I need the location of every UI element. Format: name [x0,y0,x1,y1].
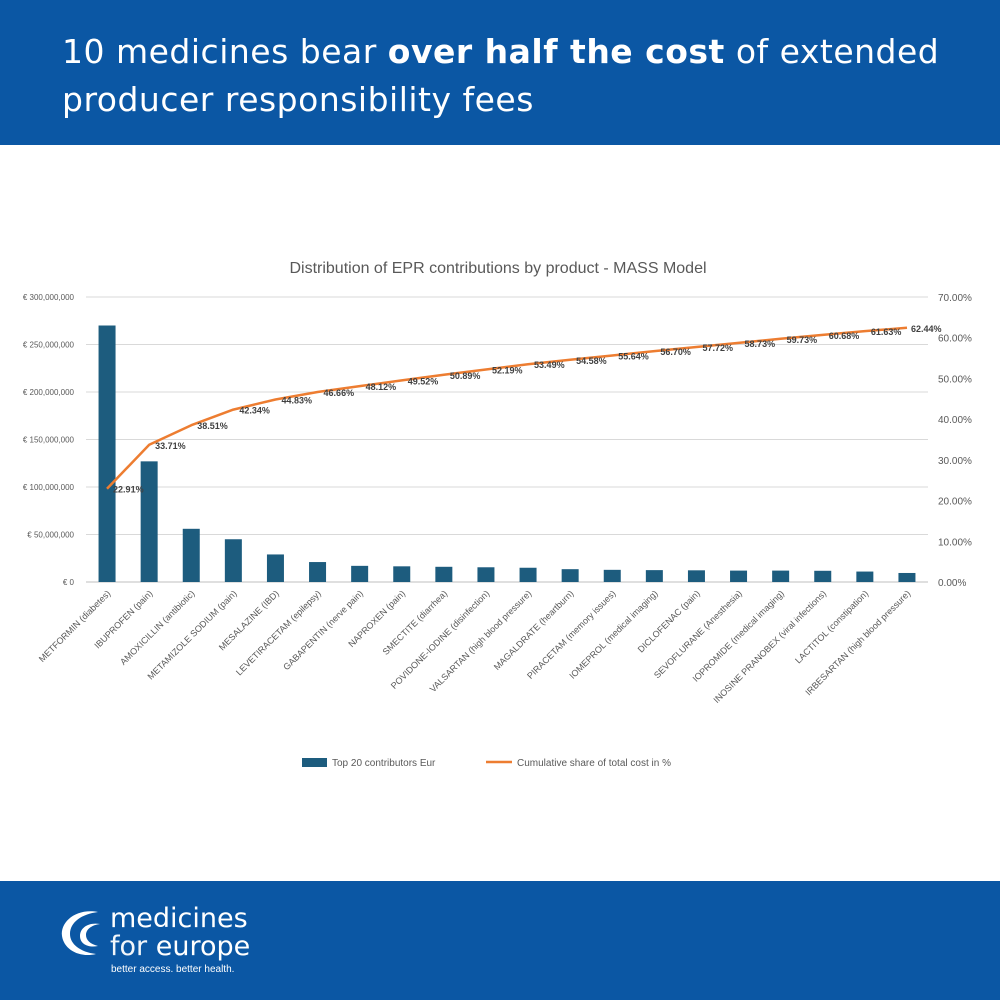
x-tick-label: SEVOFLURANE (Anesthesia) [652,588,744,680]
bar [182,528,200,582]
bar [435,566,453,582]
cumulative-data-label: 46.66% [324,388,355,398]
bar [730,570,748,582]
cumulative-data-label: 54.58% [576,356,607,366]
x-tick-label: METFORMIN (diabetes) [37,588,113,664]
cumulative-data-label: 50.89% [450,371,481,381]
bar [645,570,663,582]
y-right-tick-label: 60.00% [938,334,972,345]
cumulative-data-label: 22.91% [113,485,144,495]
x-axis-labels: METFORMIN (diabetes)IBUPROFEN (pain)AMOX… [37,588,913,705]
bar-series [98,325,916,582]
y-left-tick-label: € 200,000,000 [23,388,75,397]
cumulative-data-label: 56.70% [660,347,691,357]
cumulative-data-label: 61.63% [871,327,902,337]
cumulative-data-label: 33.71% [155,441,186,451]
x-tick-label: PIRACETAM (memory issues) [525,588,618,681]
y-left-tick-label: € 100,000,000 [23,483,75,492]
x-tick-label: AMOXICILLIN (antibiotic) [118,588,197,667]
y-right-tick-label: 20.00% [938,497,972,508]
cumulative-data-label: 52.19% [492,366,523,376]
y-axis-left: € 0 € 50,000,000 € 100,000,000 € 150,000,00… [23,293,75,587]
y-right-tick-label: 40.00% [938,415,972,426]
bar [898,572,916,582]
cumulative-data-label: 44.83% [281,395,312,405]
bar [519,567,537,582]
cumulative-data-label: 38.51% [197,421,228,431]
y-right-tick-label: 30.00% [938,456,972,467]
bar [140,461,158,582]
bar [477,567,495,582]
chart-container: Distribution of EPR contributions by pro… [0,145,1000,881]
legend-swatch-bars [302,758,327,767]
y-right-tick-label: 70.00% [938,293,972,304]
bar [266,554,284,582]
x-tick-label: METAMIZOLE SODIUM (pain) [146,588,239,681]
brand-tagline: better access. better health. [111,964,235,975]
legend-label-bars: Top 20 contributors Eur [332,758,436,769]
y-right-tick-label: 10.00% [938,537,972,548]
x-tick-label: IOMEPROL (medical imaging) [567,588,659,680]
headline-end: of extended producer responsibility fees [62,32,940,119]
x-tick-label: IOPROMIDE (medical imaging) [691,588,786,683]
bar [224,539,242,582]
y-right-tick-label: 50.00% [938,374,972,385]
x-tick-label: LACTITOL (constipation) [793,588,870,665]
bar [393,566,411,582]
cumulative-data-label: 48.12% [366,382,397,392]
brand-line-2-word: europe [155,931,251,962]
bar [603,569,621,582]
epr-chart: Distribution of EPR contributions by pro… [23,260,972,769]
headline-start: 10 medicines bear [62,32,388,71]
bar [772,570,790,582]
bar [98,325,116,582]
brand-line-2-prefix: for [110,931,156,962]
y-left-tick-label: € 0 [63,578,75,587]
headline-emphasis: over half the cost [387,32,725,71]
y-left-tick-label: € 50,000,000 [27,531,74,540]
cumulative-data-label: 59.73% [787,335,818,345]
medicines-for-europe-logo-icon [61,911,100,956]
cumulative-data-label: 62.44% [911,324,942,334]
cumulative-data-label: 57.72% [702,343,733,353]
bar [309,562,327,582]
x-tick-label: MAGALDRATE (heartburn) [492,588,576,672]
cumulative-data-label: 49.52% [408,376,439,386]
y-left-tick-label: € 300,000,000 [23,293,75,302]
y-right-tick-label: 0.00% [938,578,966,589]
cumulative-data-label: 58.73% [745,339,776,349]
brand-name: medicines for europe [110,905,250,961]
cumulative-line-series: 22.91% 33.71% 38.51% 42.34% 44.83% 46.66% 48.1… [106,324,942,495]
y-left-tick-label: € 250,000,000 [23,341,75,350]
cumulative-data-label: 42.34% [239,406,270,416]
chart-title: Distribution of EPR contributions by pro… [289,260,706,277]
footer-banner: medicines for europe better access. bett… [0,881,1000,1000]
cumulative-data-label: 55.64% [618,351,649,361]
bar [687,570,705,582]
legend-label-line: Cumulative share of total cost in % [517,758,671,769]
bar [351,565,369,582]
x-tick-label: GABAPENTIN (nerve pain) [281,588,365,672]
chart-legend: Top 20 contributors Eur Cumulative share… [302,758,671,769]
header-banner: 10 medicines bear over half the cost of … [0,0,1000,145]
bar [856,571,874,582]
x-tick-label: LEVETIRACETAM (epilepsy) [234,588,323,677]
y-axis-right: 0.00% 10.00% 20.00% 30.00% 40.00% 50.00% 60.00… [938,293,972,589]
y-left-tick-label: € 150,000,000 [23,436,75,445]
bar [561,569,579,582]
bar [814,570,832,582]
brand-line-1: medicines [110,903,248,934]
cumulative-data-label: 60.68% [829,331,860,341]
cumulative-data-label: 53.49% [534,360,565,370]
headline: 10 medicines bear over half the cost of … [62,28,1000,124]
cumulative-line [106,326,908,490]
